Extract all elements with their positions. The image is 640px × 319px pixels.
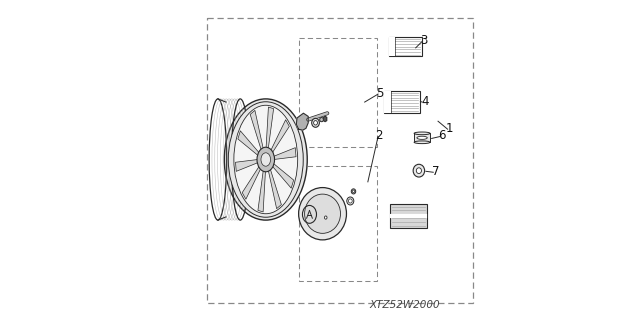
Polygon shape — [273, 148, 296, 160]
Ellipse shape — [299, 188, 346, 240]
Ellipse shape — [414, 141, 430, 144]
Ellipse shape — [348, 199, 352, 203]
Polygon shape — [266, 107, 274, 149]
Polygon shape — [258, 170, 266, 212]
FancyBboxPatch shape — [390, 204, 427, 228]
FancyBboxPatch shape — [384, 91, 420, 113]
Ellipse shape — [234, 105, 298, 214]
Polygon shape — [242, 166, 261, 199]
Polygon shape — [236, 160, 258, 171]
Ellipse shape — [347, 197, 354, 205]
Polygon shape — [323, 116, 326, 122]
Ellipse shape — [312, 118, 319, 127]
Ellipse shape — [417, 136, 428, 139]
Text: 2: 2 — [376, 129, 383, 142]
FancyBboxPatch shape — [388, 37, 396, 56]
Ellipse shape — [228, 102, 303, 217]
FancyBboxPatch shape — [414, 133, 430, 142]
Text: XTZ52W2000: XTZ52W2000 — [369, 300, 440, 310]
Ellipse shape — [320, 118, 323, 122]
Polygon shape — [268, 169, 282, 209]
Polygon shape — [250, 110, 263, 150]
Text: 1: 1 — [446, 122, 454, 135]
Text: 7: 7 — [432, 165, 439, 178]
Polygon shape — [272, 163, 294, 188]
FancyBboxPatch shape — [388, 37, 422, 56]
Text: 6: 6 — [438, 129, 446, 142]
Text: 4: 4 — [421, 95, 428, 108]
FancyBboxPatch shape — [384, 91, 391, 113]
Ellipse shape — [261, 153, 271, 166]
Ellipse shape — [324, 216, 327, 219]
Ellipse shape — [414, 132, 430, 135]
Ellipse shape — [416, 168, 422, 174]
Ellipse shape — [314, 121, 317, 125]
Ellipse shape — [413, 164, 424, 177]
Polygon shape — [296, 113, 308, 130]
Text: 3: 3 — [420, 34, 428, 47]
Polygon shape — [238, 131, 259, 156]
Ellipse shape — [353, 190, 355, 193]
Polygon shape — [271, 120, 289, 153]
Ellipse shape — [224, 99, 307, 220]
Ellipse shape — [257, 147, 275, 172]
Ellipse shape — [351, 189, 356, 194]
Ellipse shape — [305, 194, 340, 234]
Text: 5: 5 — [376, 87, 383, 100]
